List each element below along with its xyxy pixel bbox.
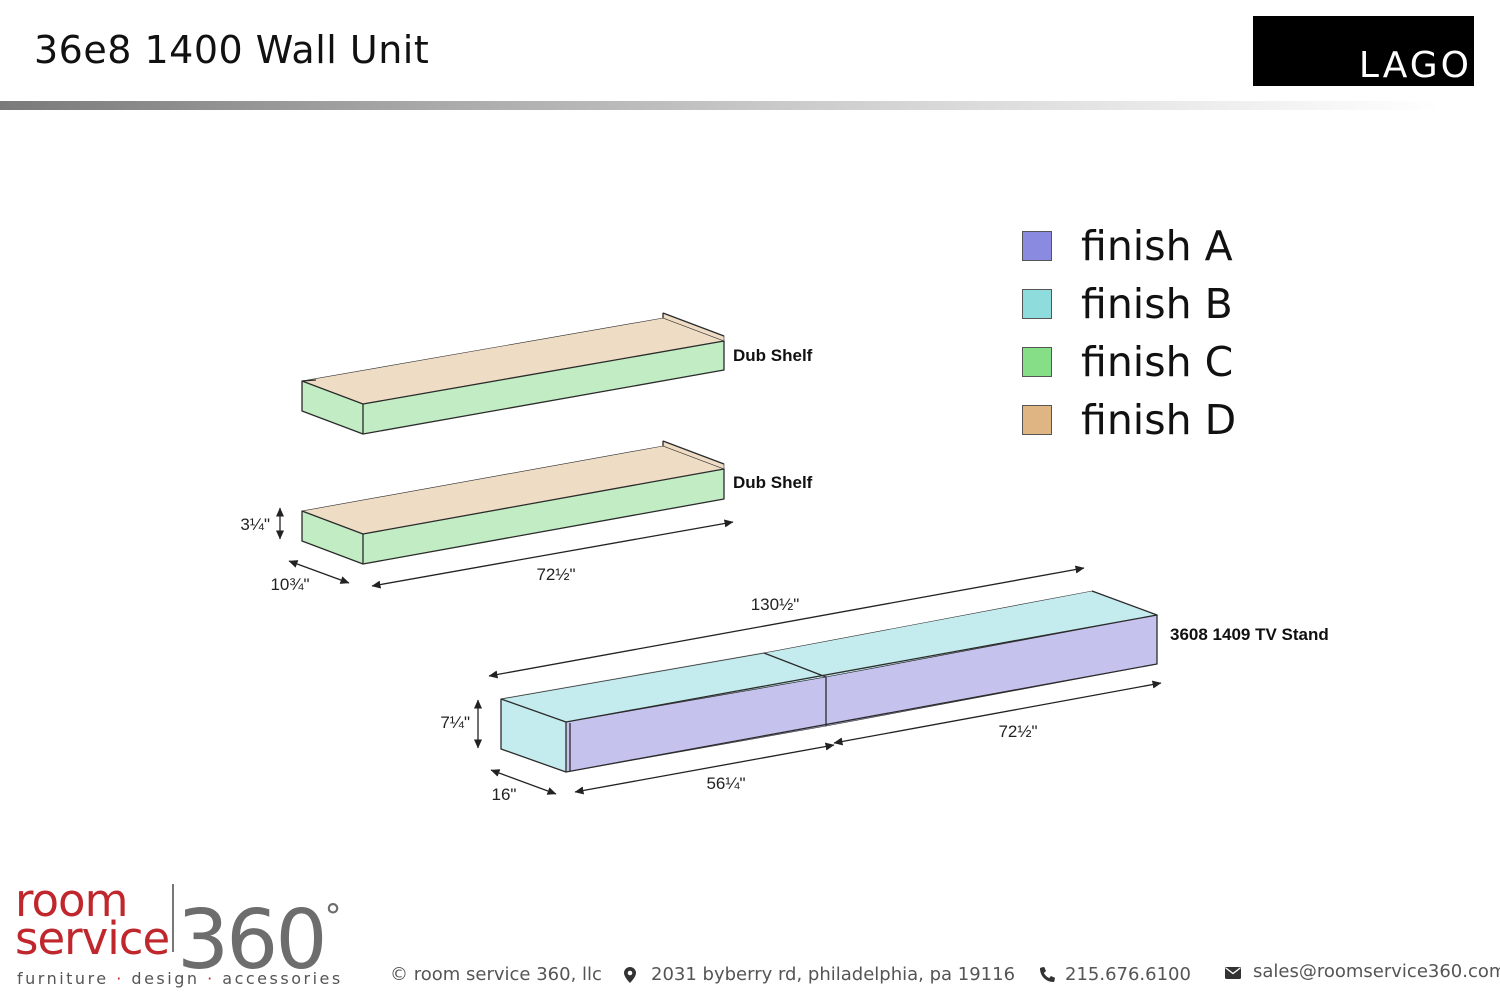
tv-stand-depth-dimension-line (490, 769, 557, 795)
dub-shelf-top (300, 312, 726, 435)
map-marker-icon (624, 967, 636, 983)
title-divider (0, 101, 1440, 110)
tv-stand-depth-dimension: 16" (492, 785, 517, 804)
shelf-width-dimension: 72½" (536, 565, 575, 584)
shelf-height-dimension: 3¼" (240, 515, 270, 534)
footer-copyright: © room service 360, llc (390, 964, 602, 985)
page-title: 36e8 1400 Wall Unit (34, 28, 430, 72)
logo-divider (172, 884, 174, 952)
footer-email[interactable]: sales@roomservice360.com (1253, 961, 1500, 982)
logo-tagline: furniture · design · accessories (17, 969, 343, 988)
dub-shelf-bottom (300, 440, 726, 565)
legend-label: finish B (1081, 280, 1233, 328)
tv-stand-right-dimension: 72½" (998, 722, 1037, 741)
footer-address: 2031 byberry rd, philadelphia, pa 19116 (651, 964, 1016, 985)
room-service-360-logo: room service 360° furniture · design · a… (15, 878, 355, 990)
logo-degree: ° (324, 897, 342, 937)
logo-room-text: room (15, 874, 128, 927)
tv-stand-label: 3608 1409 TV Stand (1170, 625, 1329, 644)
envelope-icon (1225, 967, 1241, 979)
tagline-furniture: furniture (17, 969, 109, 988)
legend-label: finish A (1081, 222, 1233, 270)
tv-stand-left-dimension: 56¼" (706, 774, 745, 793)
legend-swatch (1022, 231, 1052, 261)
logo-360-text: 360° (177, 872, 342, 988)
tv-stand-overall-dimension-line (488, 565, 1085, 679)
shelf-depth-dimension-line (288, 560, 350, 584)
tv-stand (499, 590, 1159, 773)
logo-number: 360 (177, 893, 328, 988)
phone-icon (1040, 967, 1055, 982)
legend-swatch (1022, 289, 1052, 319)
tagline-separator: · (207, 969, 215, 988)
shelf-depth-dimension: 10¾" (270, 575, 309, 594)
shelf-width-dimension-line (371, 519, 734, 589)
logo-service-text: service (15, 912, 170, 965)
tv-stand-height-dimension: 7¼" (440, 713, 470, 732)
tv-stand-right-dimension-line (833, 680, 1162, 746)
shelf-bottom-label: Dub Shelf (733, 473, 813, 492)
legend-swatch (1022, 405, 1052, 435)
footer-phone[interactable]: 215.676.6100 (1065, 964, 1191, 985)
tv-stand-left-dimension-line (574, 742, 835, 795)
legend-swatch (1022, 347, 1052, 377)
brand-logo: LAGO (1253, 16, 1474, 86)
tagline-separator: · (116, 969, 124, 988)
brand-logo-text: LAGO (1358, 45, 1472, 86)
tagline-accessories: accessories (222, 969, 343, 988)
tagline-design: design (131, 969, 200, 988)
shelf-top-label: Dub Shelf (733, 346, 813, 365)
tv-stand-overall-dimension: 130½" (751, 595, 800, 614)
legend-label: finish C (1081, 338, 1234, 386)
legend-label: finish D (1081, 396, 1237, 444)
